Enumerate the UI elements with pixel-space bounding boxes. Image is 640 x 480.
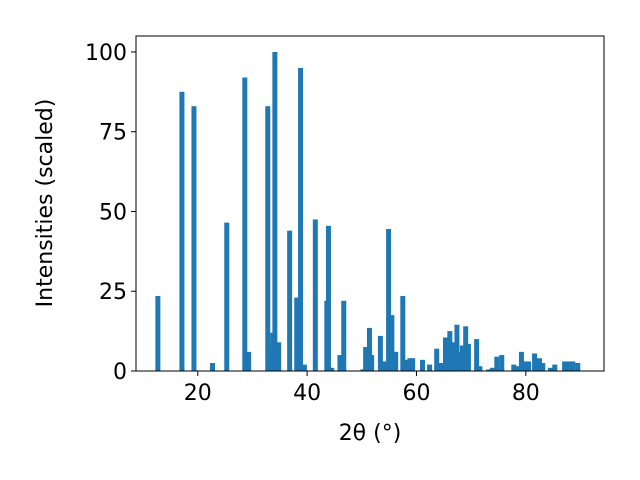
bar bbox=[434, 348, 440, 371]
bar bbox=[400, 296, 406, 371]
bar bbox=[410, 358, 416, 371]
bar bbox=[499, 355, 505, 371]
bar bbox=[224, 222, 230, 371]
bar bbox=[377, 335, 383, 371]
bar bbox=[337, 355, 343, 371]
bar bbox=[403, 359, 409, 371]
bar bbox=[265, 106, 271, 371]
bar bbox=[514, 366, 520, 371]
bar bbox=[246, 351, 252, 371]
bar bbox=[329, 367, 335, 371]
y-tick-label: 50 bbox=[99, 200, 127, 225]
bar bbox=[386, 229, 392, 371]
bar bbox=[489, 367, 495, 371]
bar bbox=[575, 363, 581, 371]
bar bbox=[465, 343, 471, 371]
bar bbox=[360, 369, 366, 371]
bar bbox=[459, 345, 465, 371]
x-tick-label: 40 bbox=[293, 381, 321, 406]
bar bbox=[287, 230, 293, 371]
bar bbox=[457, 351, 463, 371]
bar bbox=[477, 366, 483, 371]
y-axis-label: Intensities (scaled) bbox=[33, 99, 58, 308]
bar bbox=[562, 361, 568, 371]
y-tick-label: 0 bbox=[113, 360, 127, 385]
bar bbox=[511, 364, 517, 371]
bar bbox=[419, 359, 425, 371]
x-axis-label: 2θ (°) bbox=[339, 421, 402, 446]
bar bbox=[294, 297, 300, 371]
bar bbox=[363, 347, 369, 371]
bar bbox=[522, 361, 528, 371]
bar bbox=[325, 225, 331, 371]
bar bbox=[540, 363, 546, 371]
x-tick-label: 60 bbox=[402, 381, 430, 406]
bar bbox=[191, 106, 197, 371]
bar bbox=[526, 361, 532, 371]
bar bbox=[210, 363, 216, 371]
bar bbox=[389, 315, 395, 371]
bar bbox=[312, 219, 318, 371]
bar bbox=[494, 356, 500, 371]
bar bbox=[369, 355, 375, 371]
bar bbox=[155, 296, 161, 371]
bar bbox=[276, 342, 282, 371]
bar bbox=[447, 331, 453, 371]
bar bbox=[474, 339, 480, 371]
bar bbox=[298, 67, 304, 372]
bar bbox=[450, 342, 456, 371]
y-tick-label: 75 bbox=[99, 121, 127, 146]
bar bbox=[341, 300, 347, 371]
bar bbox=[536, 358, 542, 371]
plot-frame bbox=[135, 35, 605, 372]
bar bbox=[547, 367, 553, 371]
bar bbox=[463, 326, 469, 371]
bar bbox=[486, 369, 492, 371]
y-tick-label: 25 bbox=[99, 280, 127, 305]
bar bbox=[382, 361, 388, 371]
bar bbox=[393, 351, 399, 371]
bar bbox=[442, 337, 448, 371]
bar bbox=[518, 351, 524, 371]
bar bbox=[532, 353, 538, 371]
bar bbox=[407, 358, 413, 371]
x-tick-label: 80 bbox=[512, 381, 540, 406]
bar bbox=[552, 364, 558, 371]
y-tick-label: 100 bbox=[85, 41, 127, 66]
x-tick-label: 20 bbox=[184, 381, 212, 406]
bar bbox=[427, 364, 433, 371]
bar bbox=[272, 51, 278, 371]
bar bbox=[301, 364, 307, 371]
bar bbox=[454, 324, 460, 371]
bar bbox=[179, 91, 185, 371]
bar bbox=[242, 77, 248, 371]
bar bbox=[565, 361, 571, 371]
bar bbox=[366, 327, 372, 371]
bar bbox=[438, 363, 444, 371]
bar bbox=[570, 361, 576, 371]
